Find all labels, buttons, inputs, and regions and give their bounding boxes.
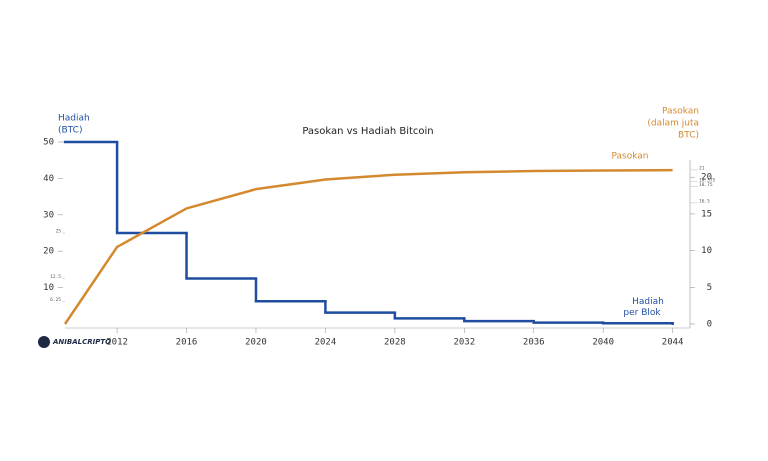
watermark: ANIBALCRIPTO [52,338,111,346]
supply-line [63,168,673,325]
logo-icon [38,336,50,348]
y2-minor-tick-label: 19.375 [699,177,716,183]
y-tick-label: 20 [43,247,54,257]
logo: ANIBALCRIPTO [38,336,111,348]
y-minor-tick-label: 25 [56,229,62,235]
y-tick-label: 40 [43,174,54,184]
y-tick-label: 30 [43,210,54,220]
x-tick-label: 2020 [245,338,267,348]
y2-tick-label: 0 [707,320,712,330]
x-tick-label: 2036 [523,338,545,348]
y2-axis-label: (dalam juta [647,119,699,129]
x-tick-label: 2032 [453,338,475,348]
y2-tick-label: 5 [707,283,712,293]
y-tick-label: 50 [43,138,54,148]
y2-tick-label: 15 [701,209,712,219]
x-tick-label: 2028 [384,338,406,348]
y-axis-label: (BTC) [58,126,82,136]
y-minor-tick-label: 6.25 [50,297,61,303]
y2-tick-label: 10 [701,246,712,256]
y2-tick-label: 20 [701,173,712,183]
y2-minor-tick-label: 18.75 [699,182,713,188]
x-tick-label: 2016 [176,338,198,348]
legend-label: Hadiah per Blok [623,297,663,318]
legend-label: Pasokan [611,152,648,162]
y-minor-tick-label: 12.5 [50,274,61,280]
y2-axis-label: Pasokan [662,107,699,117]
x-tick-label: 2040 [592,338,614,348]
y2-axis-label: BTC) [678,131,699,141]
y2-minor-tick-label: 16.5 [699,198,710,204]
x-tick-label: 2024 [315,338,337,348]
y-axis-label: Hadiah [58,114,90,124]
x-tick-label: 2044 [662,338,684,348]
y-tick-label: 10 [43,283,54,293]
chart-title: Pasokan vs Hadiah Bitcoin [302,126,433,137]
y2-minor-tick-label: 21 [699,165,705,171]
x-tick-label: 2012 [106,338,128,348]
